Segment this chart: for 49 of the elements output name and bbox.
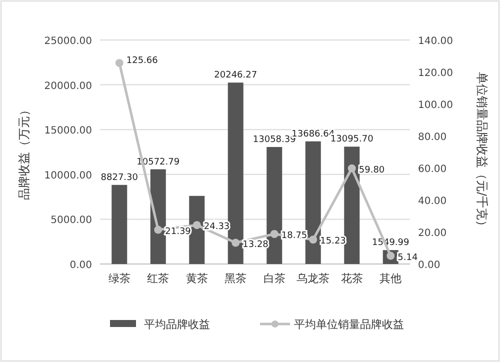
bar: [189, 196, 205, 264]
point: [154, 226, 162, 234]
data-label: 59.80: [358, 165, 385, 176]
data-label: 10572.79: [136, 157, 180, 168]
x-tick-label: 白茶: [263, 272, 286, 285]
y2-tick-label: 0.00: [418, 260, 440, 271]
x-tick-label: 花茶: [340, 272, 363, 285]
data-label: 13058.39: [252, 134, 296, 145]
point: [309, 236, 318, 244]
data-label: 13095.70: [330, 134, 374, 145]
point: [115, 58, 124, 67]
data-label: 18.75: [281, 231, 308, 241]
y2-axis-title: 单位销量品牌收益（元/千克）: [475, 72, 489, 232]
y2-tick-label: 60.00: [418, 164, 447, 175]
x-tick-label: 红茶: [147, 272, 170, 285]
bar: [228, 82, 244, 264]
y-tick-label: 10000.00: [44, 170, 92, 182]
data-label: 8827.30: [100, 172, 138, 183]
point: [232, 238, 240, 247]
y2-tick-label: 40.00: [418, 196, 447, 207]
point: [192, 221, 201, 230]
y-tick-label: 25000.00: [44, 36, 92, 47]
point: [270, 230, 278, 238]
bar: [266, 146, 282, 264]
data-label: 20246.27: [214, 70, 258, 81]
x-tick-label: 绿茶: [108, 272, 130, 285]
x-tick-label: 乌龙茶: [296, 272, 330, 285]
bar: [305, 141, 321, 264]
y2-tick-label: 140.00: [418, 36, 453, 47]
x-tick-label: 黄茶: [186, 272, 208, 285]
y2-tick-label: 120.00: [418, 68, 453, 79]
data-label: 1549.99: [372, 238, 410, 248]
y-axis-title: 品牌收益（万元）: [17, 104, 31, 200]
legend-label: 平均品牌收益: [144, 318, 210, 331]
point: [348, 164, 356, 172]
y-tick-label: 15000.00: [44, 126, 92, 137]
y2-tick-label: 20.00: [418, 228, 447, 239]
legend-label: 平均单位销量品牌收益: [294, 318, 404, 331]
y2-tick-label: 100.00: [418, 100, 453, 111]
data-label: 125.66: [126, 56, 158, 66]
bar: [150, 169, 166, 264]
y-tick-label: 5000.00: [50, 215, 92, 226]
bar: [112, 184, 128, 264]
y-tick-label: 0.00: [70, 260, 92, 271]
x-tick-label: 其他: [380, 272, 402, 285]
y-tick-label: 20000.00: [44, 80, 92, 92]
x-tick-label: 黑茶: [224, 272, 247, 285]
y2-tick-label: 80.00: [418, 132, 447, 143]
bar: [344, 146, 360, 264]
